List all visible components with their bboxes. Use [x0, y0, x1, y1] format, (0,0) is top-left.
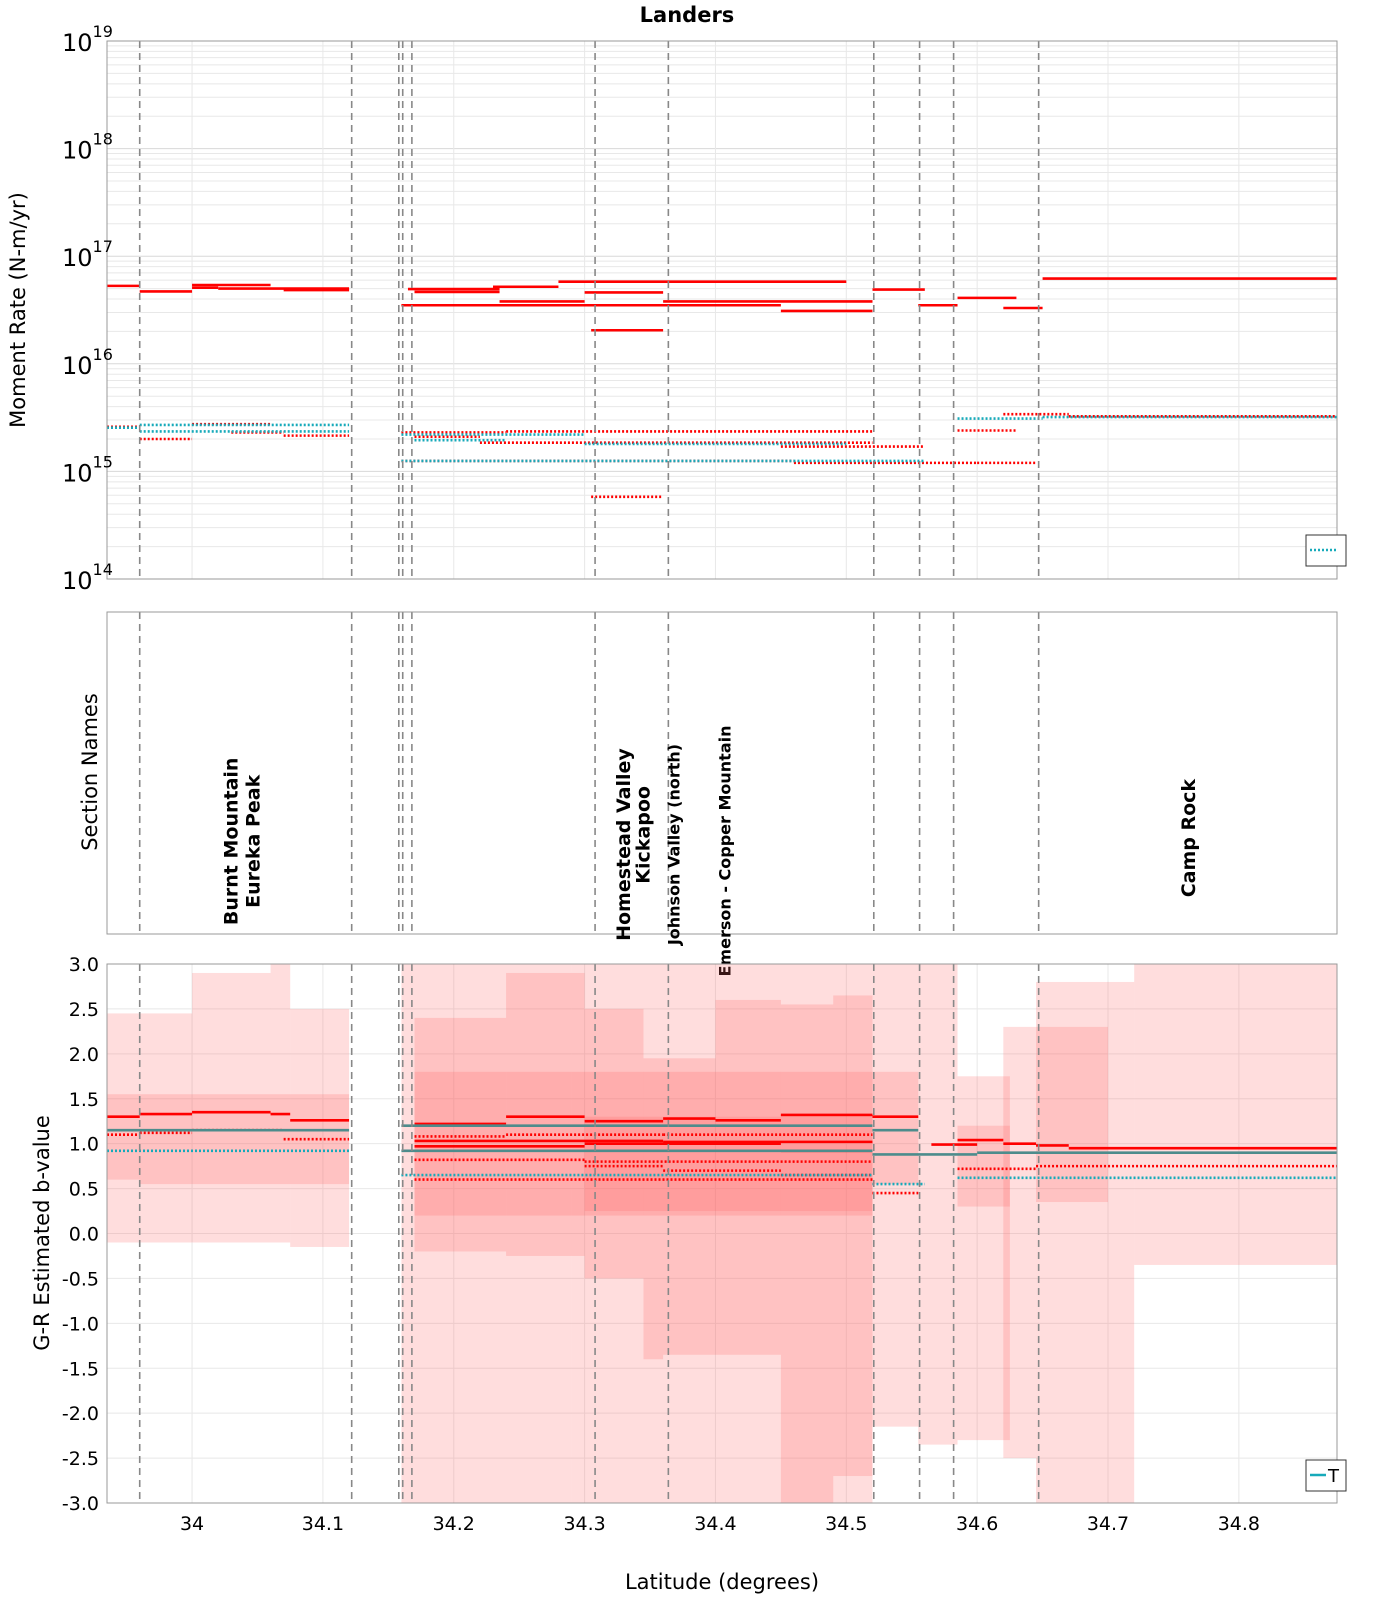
- bvalue-uncertainty-band: [107, 1013, 140, 1243]
- moment-ytick-label: 1017: [62, 237, 113, 272]
- bvalue-uncertainty-band: [780, 1004, 834, 1503]
- section-name-label: Burnt Mountain: [220, 758, 242, 926]
- bvalue-ytick-label: 2.0: [69, 1044, 99, 1066]
- bvalue-ytick-label: 1.5: [69, 1089, 99, 1111]
- x-tick-label: 34: [180, 1513, 204, 1535]
- bvalue-uncertainty-band: [506, 972, 585, 1256]
- bvalue-ytick-label: 0.0: [69, 1224, 99, 1246]
- bvalue-ytick-label: -1.5: [62, 1358, 99, 1380]
- section-name-label: Kickapoo: [632, 786, 654, 884]
- bvalue-uncertainty-band: [918, 964, 958, 1445]
- bvalue-uncertainty-band: [872, 1071, 919, 1185]
- moment-ytick-label: 1015: [62, 452, 113, 487]
- bvalue-uncertainty-band: [663, 964, 794, 1503]
- bvalue-frame: [106, 963, 1338, 1504]
- moment-ytick-label: 1019: [62, 22, 113, 57]
- bvalue-uncertainty-band: [833, 995, 873, 1477]
- section-name-label: Camp Rock: [1178, 779, 1200, 898]
- bvalue-ytick-label: -0.5: [62, 1268, 99, 1290]
- bvalue-uncertainty-band: [414, 1017, 507, 1252]
- bvalue-uncertainty-band: [1036, 981, 1135, 1503]
- bvalue-uncertainty-band: [957, 1125, 1010, 1207]
- bvalue-ytick-label: -2.0: [62, 1403, 99, 1425]
- bvalue-uncertainty-band: [584, 1116, 873, 1212]
- bvalue-uncertainty-band: [715, 999, 781, 1355]
- moment-ytick-label: 1018: [62, 130, 113, 165]
- x-tick-label: 34.7: [1087, 1513, 1129, 1535]
- section-name-label: Eureka Peak: [243, 774, 265, 907]
- section-name-label: Emerson - Copper Mountain: [716, 726, 735, 977]
- x-tick-label: 34.3: [563, 1513, 605, 1535]
- bvalue-uncertainty-band: [192, 972, 271, 1243]
- bvalue-ytick-label: 3.0: [69, 954, 99, 976]
- bvalue-ytick-label: 2.5: [69, 999, 99, 1021]
- bvalue-ytick-label: -2.5: [62, 1448, 99, 1470]
- bvalue-uncertainty-band: [107, 1094, 140, 1180]
- section-names-frame: [106, 611, 1338, 935]
- moment-rate-ylabel: Moment Rate (N-m/yr): [6, 192, 30, 428]
- bvalue-ytick-label: -3.0: [62, 1493, 99, 1515]
- x-tick-label: 34.4: [694, 1513, 736, 1535]
- bvalue-ytick-label: 0.5: [69, 1179, 99, 1201]
- bvalue-ylabel: G-R Estimated b-value: [30, 1115, 54, 1351]
- bvalue-uncertainty-band: [1003, 1026, 1037, 1459]
- bvalue-legend-label: T: [1327, 1466, 1340, 1487]
- bvalue-uncertainty-band: [872, 964, 919, 1427]
- moment-legend: [1305, 534, 1347, 567]
- bvalue-uncertainty-band: [270, 964, 291, 1243]
- bvalue-uncertainty-band: [793, 964, 873, 1503]
- x-axis-label: Latitude (degrees): [625, 1570, 819, 1594]
- moment-rate-frame: [106, 40, 1338, 580]
- bvalue-uncertainty-band: [139, 1094, 350, 1185]
- bvalue-uncertainty-band: [139, 1013, 193, 1243]
- moment-ytick-label: 1014: [62, 560, 113, 595]
- moment-ytick-label: 1016: [62, 345, 113, 380]
- bvalue-uncertainty-band: [663, 1058, 716, 1355]
- chart-title: Landers: [640, 3, 735, 27]
- bvalue-uncertainty-band: [414, 964, 572, 1503]
- bvalue-uncertainty-band: [1134, 964, 1337, 1265]
- bvalue-uncertainty-band: [290, 1008, 350, 1247]
- x-tick-label: 34.5: [825, 1513, 867, 1535]
- bvalue-uncertainty-band: [957, 1076, 1010, 1441]
- bvalue-ytick-label: 1.0: [69, 1134, 99, 1156]
- x-tick-label: 34.1: [302, 1513, 344, 1535]
- bvalue-ytick-label: -1.0: [62, 1313, 99, 1335]
- section-name-label: Homestead Valley: [613, 748, 635, 941]
- section-name-label: Johnson Valley (north): [665, 744, 684, 946]
- section-names-ylabel: Section Names: [78, 693, 102, 851]
- x-tick-label: 34.8: [1218, 1513, 1260, 1535]
- bvalue-legend: T: [1305, 1459, 1347, 1492]
- bvalue-uncertainty-band: [1036, 1026, 1109, 1203]
- x-tick-label: 34.6: [956, 1513, 998, 1535]
- bvalue-uncertainty-band: [571, 964, 664, 1503]
- x-tick-label: 34.2: [433, 1513, 475, 1535]
